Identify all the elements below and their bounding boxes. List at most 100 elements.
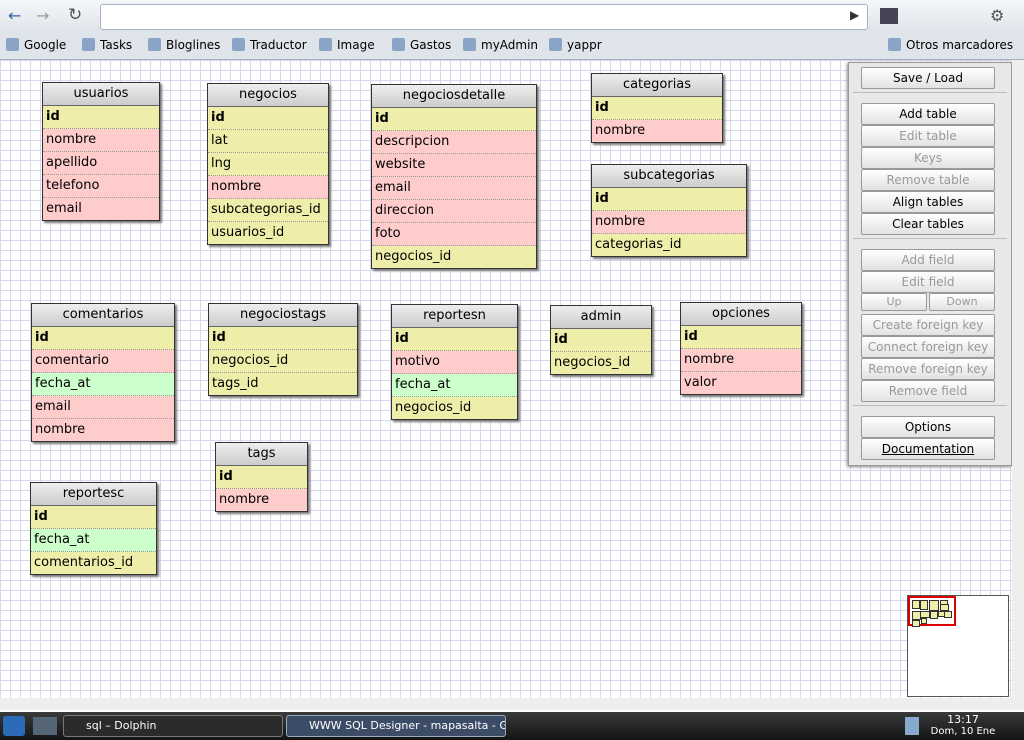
minimap-table — [944, 611, 952, 618]
db-table[interactable]: subcategorias id nombre categorias_id — [591, 164, 747, 257]
db-table[interactable]: opciones id nombre valor — [680, 302, 802, 395]
button[interactable]: Save / Load — [861, 67, 995, 89]
db-table[interactable]: negociostags id negocios_id tags_id — [208, 303, 358, 396]
button[interactable]: Create foreign key — [861, 314, 995, 336]
field[interactable]: subcategorias_id — [208, 199, 328, 222]
field[interactable]: comentario — [32, 350, 174, 373]
bookmark[interactable]: Image — [319, 38, 375, 52]
button[interactable]: Down — [929, 293, 995, 311]
field[interactable]: nombre — [216, 489, 307, 511]
field[interactable]: negocios_id — [372, 246, 536, 268]
field[interactable]: id — [392, 328, 517, 351]
field[interactable]: motivo — [392, 351, 517, 374]
field[interactable]: fecha_at — [392, 374, 517, 397]
field[interactable]: comentarios_id — [31, 552, 156, 574]
field[interactable]: id — [209, 327, 357, 350]
db-table[interactable]: reportesn id motivo fecha_at negocios_id — [391, 304, 518, 420]
db-table[interactable]: admin id negocios_id — [550, 305, 652, 375]
bookmark[interactable]: Gastos — [392, 38, 451, 52]
db-table[interactable]: negocios id lat lng nombre subcategorias_id us… — [207, 83, 329, 245]
bookmark[interactable]: myAdmin — [463, 38, 538, 52]
field[interactable]: negocios_id — [551, 352, 651, 374]
bookmark[interactable]: Bloglines — [148, 38, 220, 52]
button[interactable]: Edit table — [861, 125, 995, 147]
field[interactable]: id — [372, 108, 536, 131]
field[interactable]: id — [32, 327, 174, 350]
field[interactable]: id — [592, 97, 722, 120]
field[interactable]: email — [372, 177, 536, 200]
bookmark[interactable]: Google — [6, 38, 66, 52]
field[interactable]: usuarios_id — [208, 222, 328, 244]
vertical-scrollbar[interactable] — [1012, 60, 1024, 710]
button[interactable]: Options — [861, 416, 995, 438]
go-button[interactable]: ▶ — [850, 8, 860, 22]
button[interactable]: Remove table — [861, 169, 995, 191]
button[interactable]: Up — [861, 293, 927, 311]
desktop-icon[interactable] — [33, 717, 57, 735]
field[interactable]: lat — [208, 130, 328, 153]
field[interactable]: apellido — [43, 152, 159, 175]
field[interactable]: descripcion — [372, 131, 536, 154]
field[interactable]: negocios_id — [392, 397, 517, 419]
field[interactable]: nombre — [32, 419, 174, 441]
db-table[interactable]: negociosdetalle id descripcion website email… — [371, 84, 537, 269]
field[interactable]: nombre — [43, 129, 159, 152]
field[interactable]: categorias_id — [592, 234, 746, 256]
button[interactable]: Clear tables — [861, 213, 995, 235]
field[interactable]: valor — [681, 372, 801, 394]
field[interactable]: id — [216, 466, 307, 489]
minimap[interactable] — [907, 595, 1009, 697]
field[interactable]: negocios_id — [209, 350, 357, 373]
other-bookmarks[interactable]: Otros marcadores — [888, 38, 1013, 52]
forward-button[interactable]: → — [36, 6, 50, 25]
db-table[interactable]: usuarios id nombre apellido telefono email — [42, 82, 160, 221]
k-menu[interactable] — [3, 716, 25, 736]
bookmark[interactable]: Tasks — [82, 38, 132, 52]
field[interactable]: fecha_at — [31, 529, 156, 552]
button[interactable]: Connect foreign key — [861, 336, 995, 358]
field[interactable]: lng — [208, 153, 328, 176]
task-window[interactable]: WWW SQL Designer - mapasalta - Goog — [286, 715, 506, 737]
separator — [853, 405, 1007, 406]
field[interactable]: tags_id — [209, 373, 357, 395]
button[interactable]: Edit field — [861, 271, 995, 293]
db-table[interactable]: categorias id nombre — [591, 73, 723, 143]
field[interactable]: foto — [372, 223, 536, 246]
field[interactable]: id — [208, 107, 328, 130]
field[interactable]: direccion — [372, 200, 536, 223]
field[interactable]: nombre — [681, 349, 801, 372]
wrench-icon[interactable]: ⚙ — [990, 6, 1005, 25]
button[interactable]: Align tables — [861, 191, 995, 213]
field[interactable]: website — [372, 154, 536, 177]
button[interactable]: Add table — [861, 103, 995, 125]
menu-icon[interactable] — [880, 8, 898, 24]
field[interactable]: nombre — [592, 120, 722, 142]
button[interactable]: Keys — [861, 147, 995, 169]
bookmark[interactable]: Traductor — [232, 38, 307, 52]
field[interactable]: telefono — [43, 175, 159, 198]
field[interactable]: email — [32, 396, 174, 419]
field[interactable]: email — [43, 198, 159, 220]
bookmark[interactable]: yappr — [549, 38, 602, 52]
field[interactable]: fecha_at — [32, 373, 174, 396]
field[interactable]: id — [31, 506, 156, 529]
tray-icon — [905, 717, 919, 735]
field[interactable]: nombre — [592, 211, 746, 234]
button[interactable]: Add field — [861, 249, 995, 271]
db-table[interactable]: tags id nombre — [215, 442, 308, 512]
address-bar[interactable] — [100, 4, 868, 30]
back-button[interactable]: ← — [8, 6, 22, 25]
field[interactable]: id — [43, 106, 159, 129]
field[interactable]: nombre — [208, 176, 328, 199]
button[interactable]: Remove field — [861, 380, 995, 402]
task-window[interactable]: sql – Dolphin — [63, 715, 283, 737]
field[interactable]: id — [592, 188, 746, 211]
reload-button[interactable]: ↻ — [68, 5, 83, 25]
button[interactable]: Documentation — [861, 438, 995, 460]
field[interactable]: id — [681, 326, 801, 349]
db-table[interactable]: comentarios id comentario fecha_at email nomb… — [31, 303, 175, 442]
field[interactable]: id — [551, 329, 651, 352]
db-table[interactable]: reportesc id fecha_at comentarios_id — [30, 482, 157, 575]
horizontal-scrollbar[interactable] — [0, 698, 1012, 710]
button[interactable]: Remove foreign key — [861, 358, 995, 380]
